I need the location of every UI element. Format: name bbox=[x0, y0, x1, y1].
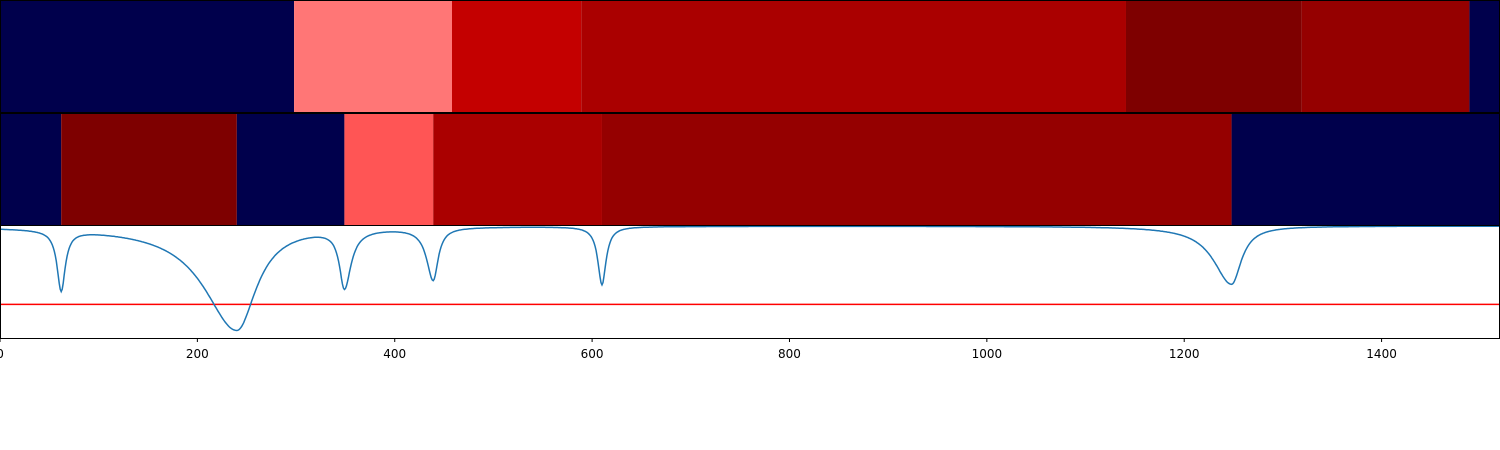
signal-curve bbox=[0, 225, 1500, 332]
segment-row-1 bbox=[0, 1, 1500, 112]
row-2-segment-2 bbox=[61, 114, 237, 225]
row-1-segment-6 bbox=[1301, 1, 1470, 112]
x-tick-label: 1200 bbox=[1169, 347, 1200, 361]
x-tick-label: 0 bbox=[0, 347, 4, 361]
row-1-segment-4 bbox=[581, 1, 1126, 112]
row-1-segment-2 bbox=[294, 1, 452, 112]
row-2-segment-1 bbox=[0, 114, 62, 225]
row-2-segment-3 bbox=[236, 114, 345, 225]
row-1-segment-1 bbox=[0, 1, 295, 112]
row-1-segment-7 bbox=[1469, 1, 1500, 112]
row-2-segment-6 bbox=[601, 114, 1232, 225]
row-2-segment-7 bbox=[1231, 114, 1500, 225]
x-tick-label: 600 bbox=[581, 347, 604, 361]
x-axis: 0 200 400 600 800 1000 1200 1400 bbox=[0, 338, 1397, 361]
segment-row-2 bbox=[0, 114, 1500, 225]
signal-panel bbox=[0, 225, 1500, 338]
x-tick-label: 1400 bbox=[1366, 347, 1397, 361]
row-1-segment-5 bbox=[1125, 1, 1302, 112]
x-tick-label: 200 bbox=[186, 347, 209, 361]
x-tick-label: 400 bbox=[383, 347, 406, 361]
row-2-segment-5 bbox=[433, 114, 602, 225]
x-tick-label: 1000 bbox=[972, 347, 1003, 361]
x-tick-label: 800 bbox=[778, 347, 801, 361]
signal-panel-background bbox=[0, 226, 1500, 338]
row-1-segment-3 bbox=[451, 1, 582, 112]
row-2-segment-4 bbox=[344, 114, 434, 225]
